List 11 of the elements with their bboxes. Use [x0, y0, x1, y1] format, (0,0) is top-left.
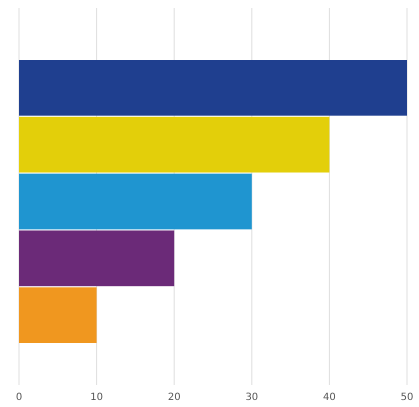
bar — [19, 174, 252, 230]
x-tick-label: 30 — [245, 392, 258, 404]
x-tick-label: 10 — [90, 392, 103, 404]
bar — [19, 230, 174, 286]
bar — [19, 116, 330, 173]
x-tick-label: 20 — [168, 392, 181, 404]
bar — [19, 287, 97, 343]
bar — [19, 60, 407, 116]
x-tick-label: 40 — [323, 392, 336, 404]
x-tick-label: 50 — [400, 392, 414, 404]
x-tick-label: 0 — [16, 392, 22, 404]
